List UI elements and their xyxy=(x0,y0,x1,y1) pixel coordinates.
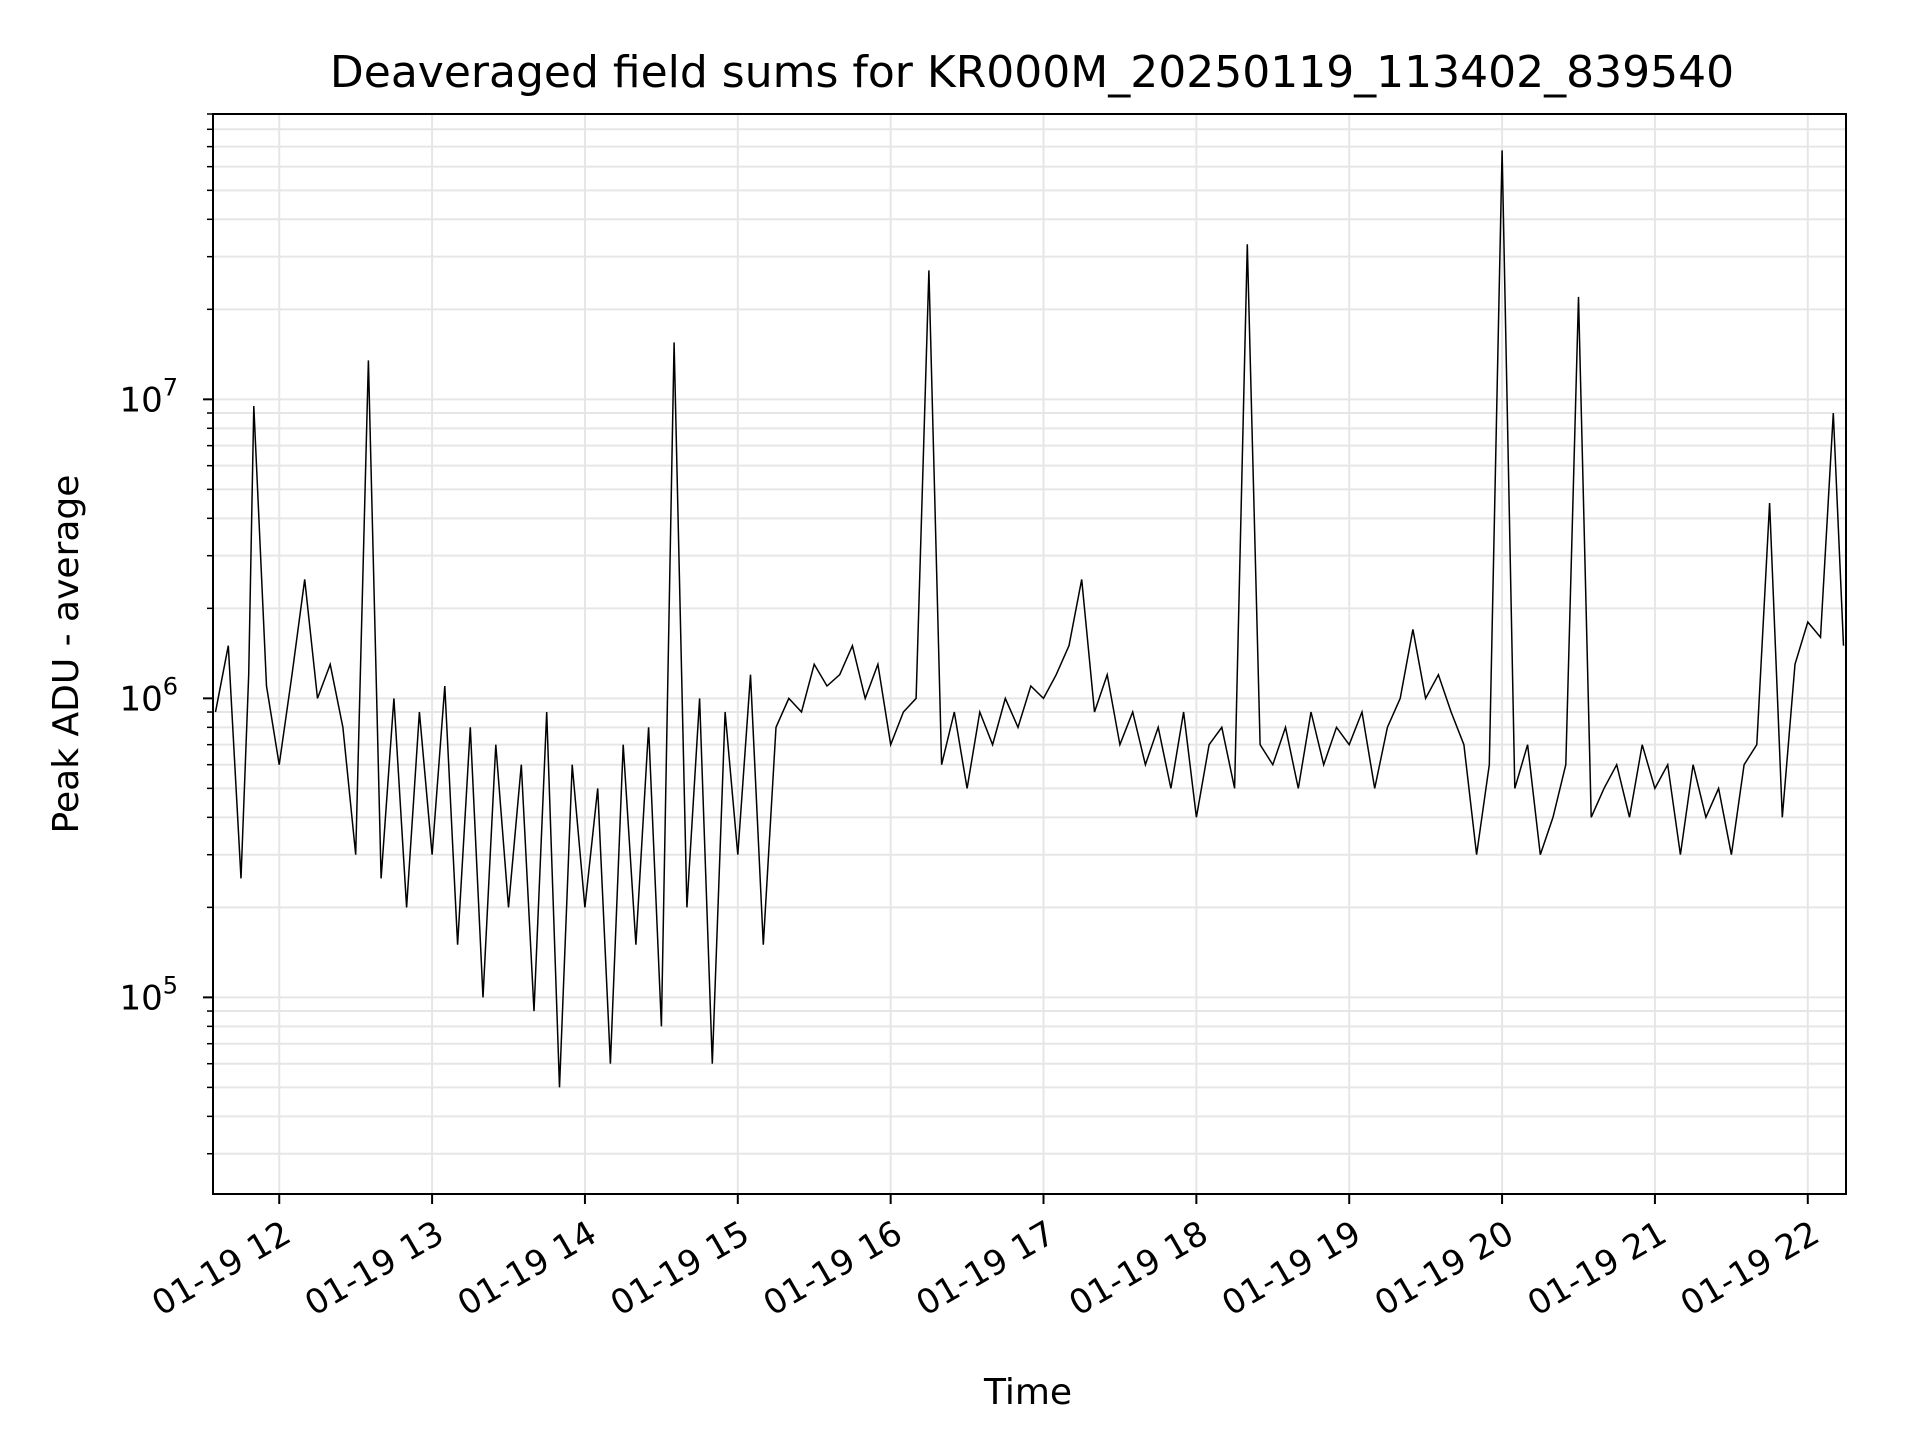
y-tick-exponent: 7 xyxy=(163,373,178,401)
chart-title: Deaveraged field sums for KR000M_2025011… xyxy=(330,47,1734,98)
y-axis-label: Peak ADU - average xyxy=(46,475,87,834)
y-tick-exponent: 6 xyxy=(163,672,178,700)
series-line xyxy=(214,150,1845,1088)
y-tick-base: 10 xyxy=(119,978,162,1018)
y-tick-exponent: 5 xyxy=(163,971,178,999)
y-tick-label: 107 xyxy=(119,373,178,420)
series-layer xyxy=(214,150,1845,1088)
plot-frame xyxy=(212,113,1847,1195)
y-tick-base: 10 xyxy=(119,679,162,719)
grid xyxy=(213,113,1846,1194)
y-tick-base: 10 xyxy=(119,380,162,420)
x-axis-label: Time xyxy=(983,1372,1072,1413)
y-tick-label: 105 xyxy=(119,971,178,1018)
y-tick-label: 106 xyxy=(119,672,178,719)
